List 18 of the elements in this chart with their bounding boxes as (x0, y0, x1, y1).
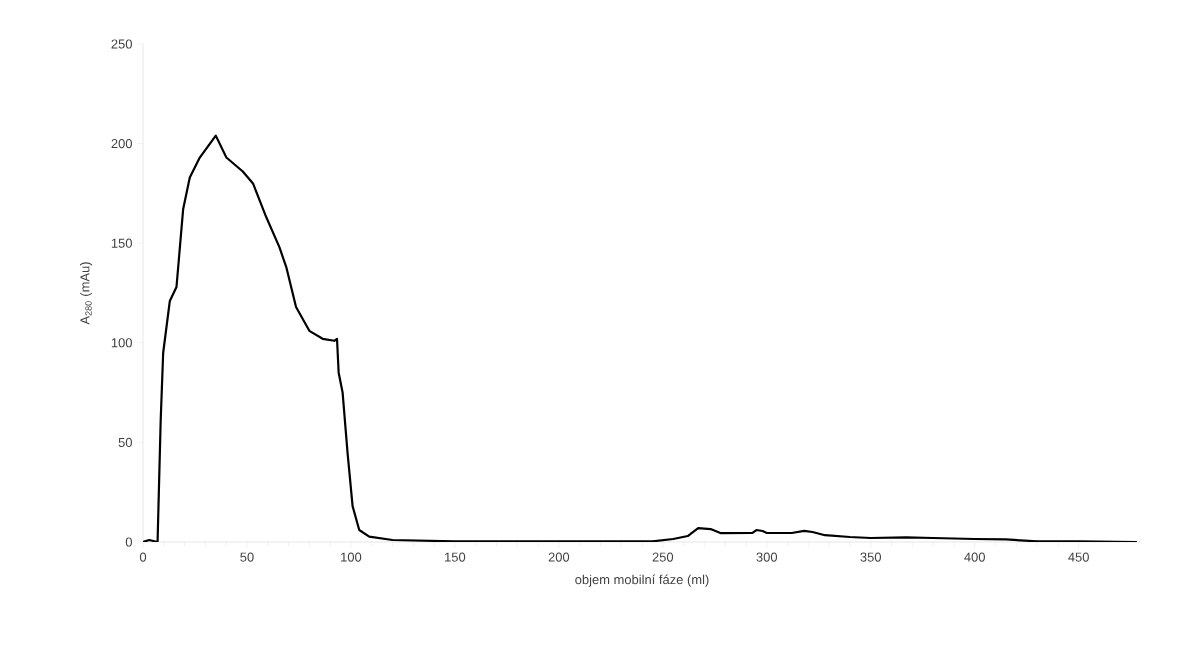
y-tick-label: 100 (111, 338, 132, 348)
y-axis-title: A$_{280}$ (mAu) (79, 262, 93, 325)
x-tick-label: 400 (964, 552, 985, 562)
x-tick-label: 300 (756, 552, 778, 562)
x-tick-label: 0 (139, 552, 147, 562)
y-tick-label: 250 (111, 39, 132, 49)
x-tick-label: 200 (548, 552, 570, 562)
x-tick-label: 150 (445, 552, 466, 562)
y-tick-label: 150 (111, 238, 132, 248)
y-tick-label: 200 (111, 138, 132, 149)
x-tick-label: 100 (341, 552, 362, 562)
y-tick-label: 50 (118, 437, 132, 447)
x-tick-label: 450 (1068, 552, 1089, 562)
x-tick-label: 350 (860, 552, 882, 562)
x-tick-label: 250 (652, 552, 674, 562)
y-tick-label: 0 (125, 537, 132, 547)
x-axis-title: objem mobilní fáze (ml) (575, 574, 709, 587)
x-tick-label: 50 (240, 552, 254, 562)
